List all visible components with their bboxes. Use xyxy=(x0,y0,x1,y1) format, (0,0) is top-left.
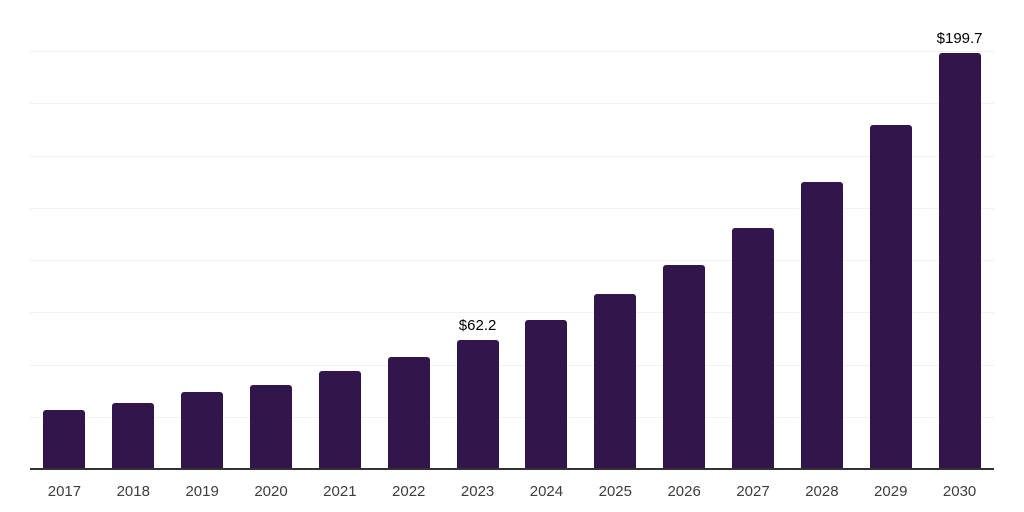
gridline-125 xyxy=(30,207,994,209)
bar-2017 xyxy=(43,410,86,470)
bar-slot-2027 xyxy=(719,0,788,470)
x-axis-labels: 2017 2018 2019 2020 2021 2022 2023 2024 2025 2026… xyxy=(30,470,994,512)
gridline-75 xyxy=(30,312,994,314)
x-label-2027: 2027 xyxy=(736,483,770,500)
bar-2020 xyxy=(250,384,292,470)
x-label-2028: 2028 xyxy=(805,483,839,500)
bar-2029 xyxy=(869,124,912,470)
bar-slot-2018 xyxy=(99,0,168,470)
x-label-2026: 2026 xyxy=(667,483,701,500)
x-label-2018: 2018 xyxy=(116,483,150,500)
bar-2018 xyxy=(112,402,155,470)
bar-slot-2023: $62.2 xyxy=(443,0,512,470)
bar-slot-2024 xyxy=(512,0,581,470)
gridline-100 xyxy=(30,260,994,262)
bar-slot-2030: $199.7 xyxy=(925,0,994,470)
bar-2028 xyxy=(800,181,843,470)
bar-slot-2028 xyxy=(787,0,856,470)
bar-2024 xyxy=(525,320,568,470)
bar-slot-2022 xyxy=(374,0,443,470)
bar-2021 xyxy=(318,371,361,470)
bar-slot-2026 xyxy=(650,0,719,470)
x-label-2017: 2017 xyxy=(47,483,82,500)
gridline-50 xyxy=(30,364,994,366)
x-label-2022: 2022 xyxy=(392,483,426,500)
x-axis-line xyxy=(30,468,994,470)
x-label-2025: 2025 xyxy=(598,483,632,500)
bar-2025 xyxy=(594,293,637,470)
gridline-200 xyxy=(30,51,994,53)
gridline-25 xyxy=(30,416,994,418)
x-label-2023: 2023 xyxy=(460,483,495,500)
bar-slot-2021 xyxy=(305,0,374,470)
gridline-175 xyxy=(30,103,994,105)
value-label-2030: $199.7 xyxy=(936,29,983,47)
x-label-2020: 2020 xyxy=(254,483,288,500)
x-label-2024: 2024 xyxy=(529,483,564,500)
plot-area: $62.2 $199.7 xyxy=(30,0,994,470)
value-label-2023: $62.2 xyxy=(458,317,497,335)
x-label-2019: 2019 xyxy=(185,483,219,500)
bar-2027 xyxy=(732,228,775,470)
bar-2026 xyxy=(663,265,706,470)
grid-layer xyxy=(30,0,994,470)
x-label-2030: 2030 xyxy=(942,483,977,500)
bar-2022 xyxy=(387,357,430,470)
bar-2030 xyxy=(938,52,981,470)
x-label-2021: 2021 xyxy=(323,483,357,500)
bar-slot-2020 xyxy=(237,0,306,470)
bar-slot-2017 xyxy=(30,0,99,470)
bar-slot-2019 xyxy=(168,0,237,470)
bar-2019 xyxy=(181,392,224,470)
bar-slot-2029 xyxy=(856,0,925,470)
x-label-2029: 2029 xyxy=(874,483,908,500)
bar-2023 xyxy=(456,340,499,470)
gridline-150 xyxy=(30,155,994,157)
bar-slot-2025 xyxy=(581,0,650,470)
bars-layer: $62.2 $199.7 xyxy=(30,0,994,470)
